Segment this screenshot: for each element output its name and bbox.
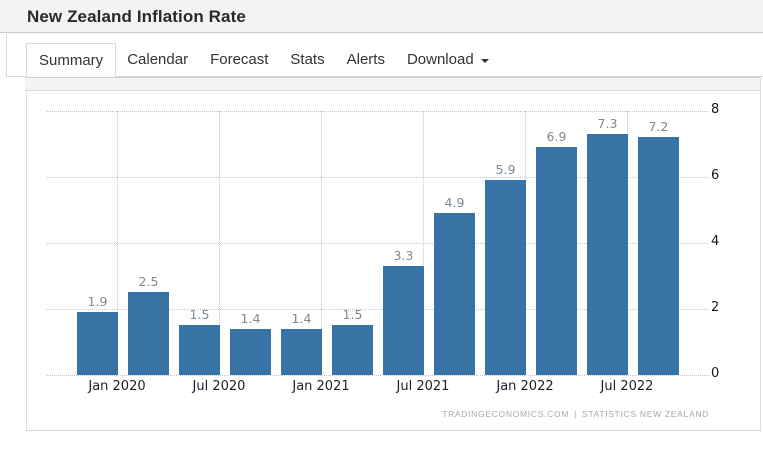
x-tick-label: Jan 2021: [292, 379, 350, 394]
bar-value-label: 1.5: [189, 307, 210, 322]
chart-toolbar-strip: [25, 77, 761, 91]
x-gridline: [219, 111, 220, 375]
y-tick-label: 8: [711, 102, 720, 117]
bar-value-label: 1.4: [240, 311, 261, 326]
tab-stats-label: Stats: [290, 51, 325, 68]
bar[interactable]: [77, 312, 118, 375]
bar[interactable]: [128, 292, 169, 375]
attribution-statistics-nz-link[interactable]: STATISTICS NEW ZEALAND: [581, 409, 709, 419]
bar-value-label: 7.2: [648, 119, 669, 134]
x-tick-label: Jul 2021: [396, 379, 450, 394]
bar[interactable]: [281, 329, 322, 375]
bar[interactable]: [536, 147, 577, 375]
attribution-separator: |: [574, 409, 577, 419]
bar[interactable]: [587, 134, 628, 375]
tab-stats[interactable]: Stats: [279, 43, 335, 76]
tab-calendar[interactable]: Calendar: [116, 43, 199, 76]
x-tick-label: Jan 2022: [496, 379, 554, 394]
chart-attribution: TRADINGECONOMICS.COM | STATISTICS NEW ZEAL…: [442, 409, 709, 419]
y-gridline: [47, 177, 709, 178]
x-gridline: [423, 111, 424, 375]
y-tick-label: 2: [711, 300, 720, 315]
bar[interactable]: [485, 180, 526, 375]
bar[interactable]: [434, 213, 475, 375]
x-tick-label: Jul 2022: [600, 379, 654, 394]
x-gridline: [321, 111, 322, 375]
bar-value-label: 3.3: [393, 248, 414, 263]
y-tick-label: 0: [711, 366, 720, 381]
tab-download-label: Download: [406, 51, 474, 68]
bar-value-label: 4.9: [444, 195, 465, 210]
bar-value-label: 1.9: [87, 294, 108, 309]
tab-alerts-label: Alerts: [346, 51, 385, 68]
bar[interactable]: [179, 325, 220, 375]
tab-bar: Summary Calendar Forecast Stats Alerts D…: [6, 34, 763, 77]
bar[interactable]: [230, 329, 271, 375]
tab-alerts[interactable]: Alerts: [336, 43, 396, 76]
tab-calendar-label: Calendar: [127, 51, 189, 68]
tab-download[interactable]: Download: [396, 43, 500, 76]
bar-value-label: 6.9: [546, 129, 567, 144]
title-bar: New Zealand Inflation Rate: [0, 0, 763, 33]
attribution-tradingeconomics-link[interactable]: TRADINGECONOMICS.COM: [442, 409, 570, 419]
chart-panel: 0 2 4 6 8 Jan 2020 Jul 2020 Jan 2021 Jul 2021 Jan…: [26, 91, 761, 431]
bar-value-label: 1.4: [291, 311, 312, 326]
tab-forecast[interactable]: Forecast: [199, 43, 279, 76]
y-gridline: [47, 111, 709, 112]
bar[interactable]: [332, 325, 373, 375]
bar-value-label: 1.5: [342, 307, 363, 322]
inflation-bar-chart: 0 2 4 6 8 Jan 2020 Jul 2020 Jan 2021 Jul 2021 Jan…: [27, 91, 762, 431]
tab-list: Summary Calendar Forecast Stats Alerts D…: [7, 34, 763, 77]
x-tick-label: Jul 2020: [192, 379, 246, 394]
tab-forecast-label: Forecast: [210, 51, 269, 68]
tab-summary[interactable]: Summary: [26, 43, 117, 77]
page-title: New Zealand Inflation Rate: [27, 7, 246, 26]
y-tick-label: 6: [711, 168, 720, 183]
bar-value-label: 7.3: [597, 116, 618, 131]
x-gridline: [117, 111, 118, 375]
x-tick-label: Jan 2020: [88, 379, 146, 394]
y-tick-label: 4: [711, 234, 720, 249]
y-gridline: [47, 243, 709, 244]
bar-value-label: 2.5: [138, 274, 159, 289]
bar[interactable]: [638, 137, 679, 375]
bar-value-label: 5.9: [495, 162, 516, 177]
tab-summary-label: Summary: [39, 52, 104, 69]
bar[interactable]: [383, 266, 424, 375]
caret-down-icon: [480, 58, 489, 63]
y-gridline: [47, 309, 709, 310]
y-gridline: [47, 375, 709, 376]
